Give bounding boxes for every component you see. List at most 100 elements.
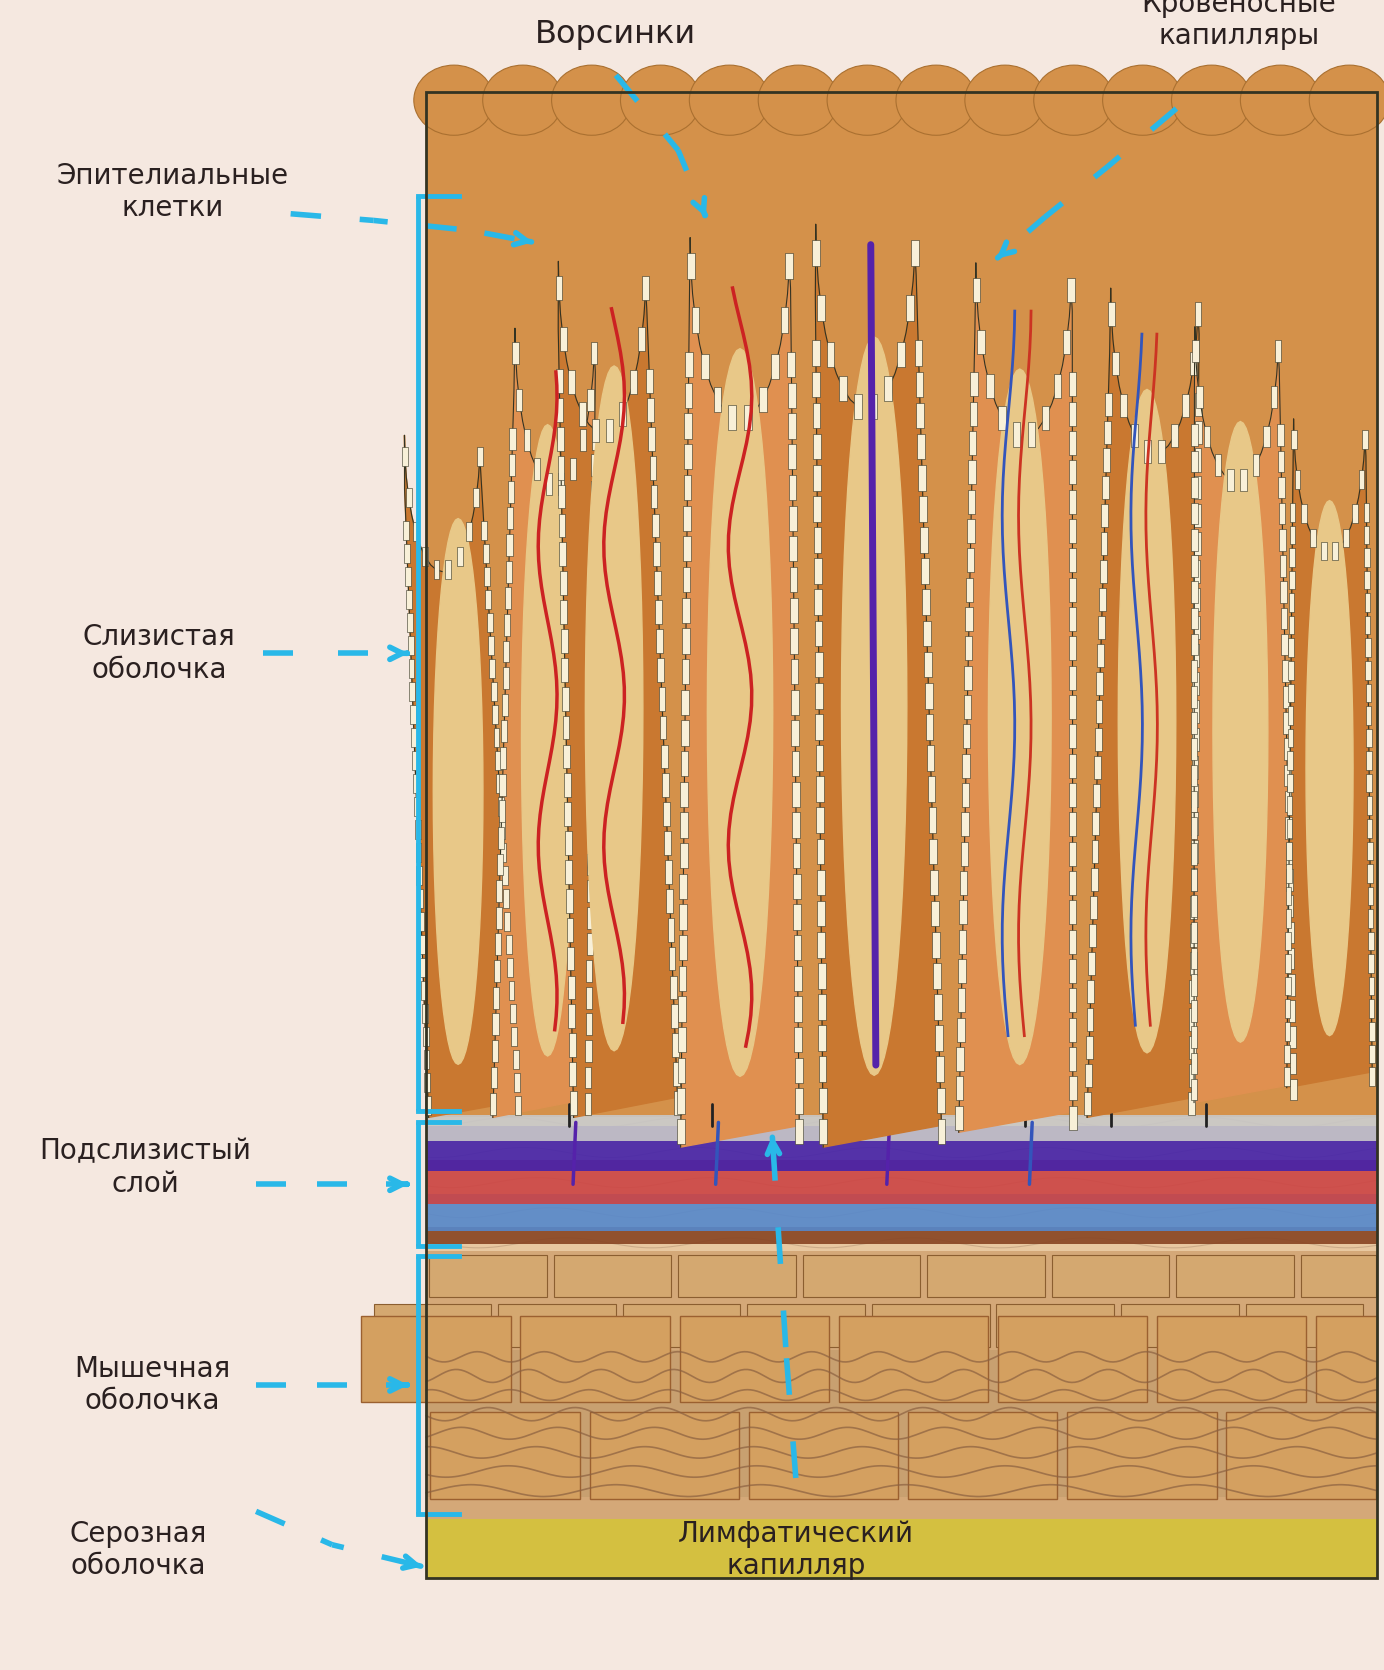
Bar: [918, 434, 925, 459]
Bar: [558, 473, 565, 494]
Bar: [1068, 783, 1077, 807]
Bar: [411, 728, 417, 746]
Bar: [1192, 424, 1197, 446]
Bar: [1291, 431, 1297, 449]
Bar: [1333, 541, 1338, 559]
Bar: [534, 458, 540, 479]
Ellipse shape: [965, 65, 1045, 135]
Bar: [673, 1034, 678, 1057]
Bar: [794, 1057, 803, 1084]
Polygon shape: [493, 329, 595, 1117]
Bar: [919, 464, 926, 491]
Bar: [1093, 757, 1100, 780]
Bar: [1290, 1052, 1297, 1074]
Bar: [408, 636, 414, 655]
Bar: [502, 867, 508, 885]
Bar: [498, 800, 505, 822]
Bar: [1367, 908, 1373, 929]
Bar: [588, 827, 594, 848]
Bar: [682, 566, 691, 593]
Bar: [497, 853, 504, 875]
Bar: [815, 683, 823, 708]
Bar: [700, 354, 709, 379]
Bar: [1290, 503, 1295, 521]
Bar: [793, 935, 801, 960]
FancyBboxPatch shape: [678, 1254, 796, 1298]
FancyBboxPatch shape: [623, 1304, 740, 1346]
Bar: [585, 1094, 591, 1116]
Bar: [410, 683, 415, 701]
Bar: [1322, 541, 1327, 559]
Bar: [789, 444, 796, 469]
Bar: [796, 1119, 803, 1144]
Bar: [1369, 999, 1374, 1019]
Bar: [1284, 1022, 1290, 1040]
Bar: [678, 935, 686, 960]
Bar: [922, 558, 929, 584]
FancyBboxPatch shape: [520, 1316, 670, 1403]
Bar: [412, 775, 419, 793]
Bar: [786, 254, 793, 279]
Bar: [591, 454, 598, 476]
Bar: [1367, 932, 1373, 950]
FancyBboxPatch shape: [927, 1254, 1045, 1298]
Bar: [815, 651, 822, 678]
Bar: [1068, 1017, 1077, 1042]
Bar: [1365, 616, 1370, 635]
Bar: [1280, 556, 1286, 576]
Bar: [967, 519, 974, 543]
Bar: [1068, 402, 1075, 426]
Bar: [1290, 1027, 1295, 1047]
Bar: [1100, 533, 1107, 556]
Bar: [958, 989, 965, 1012]
Bar: [1301, 504, 1306, 523]
Bar: [1192, 529, 1197, 551]
Bar: [959, 900, 967, 925]
Bar: [587, 880, 594, 902]
Bar: [590, 588, 597, 610]
Ellipse shape: [1171, 65, 1251, 135]
Bar: [494, 960, 500, 982]
FancyBboxPatch shape: [1121, 1304, 1239, 1346]
FancyBboxPatch shape: [554, 1254, 671, 1298]
Bar: [1367, 887, 1373, 905]
Bar: [1158, 441, 1165, 463]
Bar: [815, 621, 822, 646]
Bar: [1196, 386, 1203, 407]
Bar: [814, 528, 822, 553]
Bar: [963, 725, 970, 748]
Bar: [1240, 469, 1247, 491]
Text: Слизистая
оболочка: Слизистая оболочка: [83, 623, 235, 683]
FancyBboxPatch shape: [1157, 1316, 1306, 1403]
Bar: [1366, 752, 1372, 770]
Bar: [495, 907, 502, 929]
Bar: [1284, 765, 1291, 787]
Bar: [907, 296, 913, 321]
Bar: [1284, 977, 1290, 995]
Bar: [1192, 608, 1197, 630]
Bar: [563, 716, 569, 740]
Bar: [408, 660, 414, 678]
Bar: [1063, 329, 1070, 354]
Ellipse shape: [414, 65, 494, 135]
Bar: [814, 496, 821, 521]
Bar: [1189, 1035, 1196, 1059]
Bar: [1092, 812, 1099, 835]
Ellipse shape: [689, 65, 770, 135]
Bar: [415, 843, 422, 862]
Polygon shape: [433, 519, 483, 1064]
Polygon shape: [1086, 287, 1199, 1117]
Bar: [792, 782, 800, 807]
Bar: [630, 371, 637, 394]
Bar: [500, 746, 507, 768]
Bar: [491, 683, 497, 701]
Bar: [1193, 561, 1200, 583]
Bar: [559, 571, 566, 595]
Bar: [967, 489, 976, 514]
Bar: [966, 606, 973, 631]
FancyBboxPatch shape: [1301, 1254, 1376, 1298]
Bar: [407, 613, 412, 633]
Bar: [657, 658, 664, 681]
Bar: [1277, 451, 1284, 473]
Bar: [1284, 1067, 1290, 1086]
